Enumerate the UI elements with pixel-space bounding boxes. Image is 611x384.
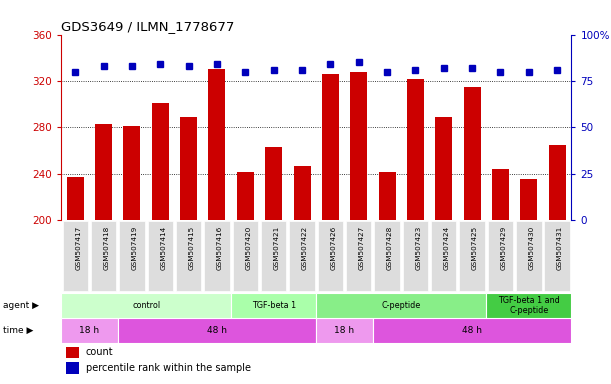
Text: agent ▶: agent ▶	[3, 301, 39, 310]
Text: TGF-beta 1: TGF-beta 1	[252, 301, 296, 310]
Bar	[123, 126, 141, 220]
Text: control: control	[132, 301, 160, 310]
Bar	[67, 177, 84, 220]
Text: GDS3649 / ILMN_1778677: GDS3649 / ILMN_1778677	[61, 20, 235, 33]
Bar	[521, 179, 537, 220]
Text: 48 h: 48 h	[462, 326, 482, 335]
FancyBboxPatch shape	[375, 222, 400, 291]
Bar	[350, 72, 367, 220]
Text: GSM507417: GSM507417	[75, 226, 81, 270]
Text: GSM507428: GSM507428	[387, 226, 393, 270]
Bar	[95, 124, 112, 220]
FancyBboxPatch shape	[316, 293, 486, 318]
FancyBboxPatch shape	[91, 222, 116, 291]
Text: GSM507425: GSM507425	[472, 226, 478, 270]
FancyBboxPatch shape	[61, 318, 118, 343]
Text: C-peptide: C-peptide	[382, 301, 421, 310]
FancyBboxPatch shape	[516, 222, 541, 291]
Text: GSM507421: GSM507421	[274, 226, 280, 270]
Bar	[66, 346, 79, 358]
FancyBboxPatch shape	[204, 222, 230, 291]
Bar	[293, 166, 310, 220]
Text: GSM507418: GSM507418	[104, 226, 109, 270]
Bar	[549, 145, 566, 220]
FancyBboxPatch shape	[431, 222, 456, 291]
Text: GSM507431: GSM507431	[557, 226, 563, 270]
Text: GSM507420: GSM507420	[246, 226, 251, 270]
Text: GSM507414: GSM507414	[160, 226, 166, 270]
Text: GSM507422: GSM507422	[302, 226, 308, 270]
FancyBboxPatch shape	[261, 222, 287, 291]
FancyBboxPatch shape	[318, 222, 343, 291]
FancyBboxPatch shape	[61, 293, 231, 318]
FancyBboxPatch shape	[62, 222, 88, 291]
Text: GSM507419: GSM507419	[132, 226, 138, 270]
Text: GSM507423: GSM507423	[415, 226, 422, 270]
Bar	[180, 117, 197, 220]
FancyBboxPatch shape	[346, 222, 371, 291]
Bar	[379, 172, 395, 220]
Bar	[435, 117, 452, 220]
FancyBboxPatch shape	[119, 222, 145, 291]
Text: GSM507424: GSM507424	[444, 226, 450, 270]
FancyBboxPatch shape	[486, 293, 571, 318]
FancyBboxPatch shape	[118, 318, 316, 343]
Text: GSM507426: GSM507426	[331, 226, 337, 270]
Text: GSM507416: GSM507416	[217, 226, 223, 270]
Text: 48 h: 48 h	[207, 326, 227, 335]
Text: count: count	[86, 347, 113, 357]
Bar	[237, 172, 254, 220]
Text: GSM507429: GSM507429	[500, 226, 507, 270]
Bar	[66, 362, 79, 374]
FancyBboxPatch shape	[233, 222, 258, 291]
Text: GSM507415: GSM507415	[189, 226, 195, 270]
Text: 18 h: 18 h	[334, 326, 354, 335]
FancyBboxPatch shape	[459, 222, 485, 291]
Bar	[265, 147, 282, 220]
Bar	[464, 87, 481, 220]
Text: time ▶: time ▶	[3, 326, 34, 335]
FancyBboxPatch shape	[316, 318, 373, 343]
Text: 18 h: 18 h	[79, 326, 100, 335]
FancyBboxPatch shape	[544, 222, 570, 291]
FancyBboxPatch shape	[289, 222, 315, 291]
Text: percentile rank within the sample: percentile rank within the sample	[86, 363, 251, 373]
FancyBboxPatch shape	[403, 222, 428, 291]
Bar	[152, 103, 169, 220]
FancyBboxPatch shape	[231, 293, 316, 318]
FancyBboxPatch shape	[488, 222, 513, 291]
Text: GSM507427: GSM507427	[359, 226, 365, 270]
Bar	[407, 79, 424, 220]
Bar	[322, 74, 339, 220]
FancyBboxPatch shape	[147, 222, 173, 291]
Text: GSM507430: GSM507430	[529, 226, 535, 270]
Bar	[492, 169, 509, 220]
FancyBboxPatch shape	[176, 222, 202, 291]
Text: TGF-beta 1 and
C-peptide: TGF-beta 1 and C-peptide	[498, 296, 560, 315]
FancyBboxPatch shape	[373, 318, 571, 343]
Bar	[208, 70, 225, 220]
